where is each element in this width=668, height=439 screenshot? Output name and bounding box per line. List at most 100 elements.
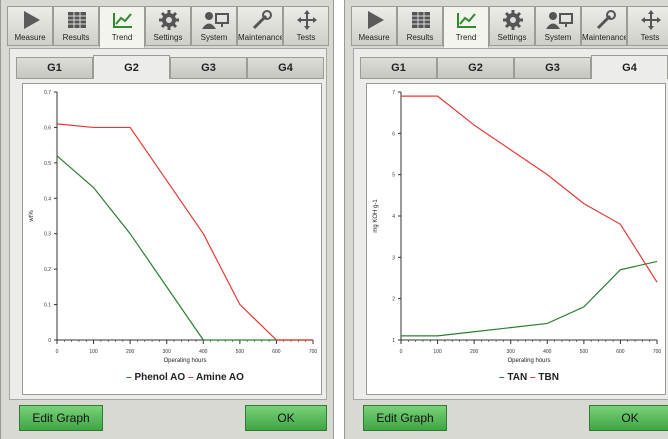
graph-tabs: G1 G2 G3 G4 [360,55,668,79]
gear-icon [503,10,523,30]
x-tick-label: 600 [272,349,281,355]
system-button[interactable]: System [535,6,581,46]
trend-label: Trend [455,33,477,42]
line-chart: 1 2 3 4 5 6 7 0 100 200 300 400 500 600 700 Operating h… [373,90,662,383]
series-line-phenol-ao [56,155,313,341]
x-tick-label: 500 [236,349,245,355]
y-tick-label: 6 [392,131,395,137]
x-tick-label: 700 [309,349,318,355]
legend-entry: Amine AO [196,372,244,383]
legend-marker: – [185,372,196,383]
results-button[interactable]: Results [397,6,443,46]
legend-marker: – [499,372,507,383]
ok-button[interactable]: OK [589,405,668,431]
measure-label: Measure [358,33,390,42]
edit-graph-button[interactable]: Edit Graph [363,405,447,431]
legend-entry: TAN [507,372,527,383]
wrench-icon [252,10,272,30]
x-tick-label: 100 [89,349,98,355]
y-tick-label: 0.6 [44,125,51,131]
system-button[interactable]: System [191,6,237,46]
y-axis-label: wt% [29,210,35,223]
y-tick-label: 0.2 [44,267,51,273]
tab-g3[interactable]: G3 [514,57,591,79]
person-computer-icon [202,12,229,29]
y-tick-label: 0 [48,338,51,344]
series-line-amine-ao [56,123,313,341]
y-tick-label: 0.4 [44,196,51,202]
y-tick-label: 0.7 [44,90,51,96]
maintenance-button[interactable]: Maintenance [237,6,283,46]
legend: – Phenol AO – Amine AO [126,372,244,383]
x-axis-label: Operating hours [507,358,550,364]
tab-g3[interactable]: G3 [170,57,247,79]
trend-button[interactable]: Trend [99,6,145,48]
legend-entry: Phenol AO [134,372,185,383]
ok-button[interactable]: OK [245,405,327,431]
measure-button[interactable]: Measure [351,6,397,46]
tests-button[interactable]: Tests [627,6,668,46]
tests-label: Tests [296,33,316,42]
y-tick-label: 5 [392,173,395,179]
x-tick-label: 200 [126,349,135,355]
maintenance-button[interactable]: Maintenance [581,6,627,46]
move-arrows-icon [297,10,317,30]
x-tick-label: 500 [580,349,589,355]
series-line-tan [401,260,658,337]
trend-chart-icon [457,13,476,28]
y-tick-label: 0.1 [44,303,51,309]
x-axis-label: Operating hours [163,358,206,364]
x-tick-label: 300 [163,349,172,355]
trend-button[interactable]: Trend [443,6,489,48]
settings-button[interactable]: Settings [145,6,191,46]
play-icon [24,11,40,29]
x-tick-label: 300 [507,349,516,355]
results-button[interactable]: Results [53,6,99,46]
tab-g4[interactable]: G4 [247,57,324,79]
results-label: Results [406,33,434,42]
table-icon [68,12,86,28]
gear-icon [159,10,179,30]
y-tick-label: 3 [392,255,395,261]
system-label: System [544,33,572,42]
series-line-tbn [401,95,658,283]
x-tick-label: 600 [616,349,625,355]
x-tick-label: 0 [56,349,59,355]
tests-button[interactable]: Tests [283,6,329,46]
legend-marker: – [126,372,134,383]
y-tick-label: 4 [392,214,395,220]
y-tick-label: 2 [392,297,395,303]
y-axis-label: mg KOH g-1 [373,199,379,233]
trend-chart-icon [113,13,132,28]
x-tick-label: 400 [199,349,208,355]
settings-label: Settings [497,33,527,42]
maintenance-label: Maintenance [238,33,282,42]
line-chart: 0 0.1 0.2 0.3 0.4 0.5 0.6 0.7 0 100 200 300 400 500 60… [29,90,318,383]
tab-g2[interactable]: G2 [93,55,170,79]
edit-graph-button[interactable]: Edit Graph [19,405,103,431]
x-tick-label: 700 [653,349,662,355]
tab-g2[interactable]: G2 [437,57,514,79]
trend-label: Trend [111,33,133,42]
legend-marker: – [527,372,538,383]
play-icon [368,11,384,29]
move-arrows-icon [641,10,661,30]
maintenance-label: Maintenance [582,33,626,42]
trend-graph: 0 0.1 0.2 0.3 0.4 0.5 0.6 0.7 0 100 200 300 400 500 60… [22,83,322,395]
trend-content: G1 G2 G3 G4 1 2 3 4 5 6 7 0 100 200 300 400 500 600 70… [353,48,668,400]
results-label: Results [62,33,90,42]
tab-g4[interactable]: G4 [591,55,668,79]
person-computer-icon [546,12,573,29]
measure-label: Measure [14,33,46,42]
y-tick-label: 7 [392,90,395,96]
legend-entry: TBN [538,372,559,383]
trend-content: G1 G2 G3 G4 0 0.1 0.2 0.3 0.4 0.5 0.6 0.7 0 100 20… [9,48,327,400]
measure-button[interactable]: Measure [7,6,53,46]
y-tick-label: 0.5 [44,161,51,167]
tab-g1[interactable]: G1 [16,57,93,79]
x-tick-label: 100 [433,349,442,355]
tab-g1[interactable]: G1 [360,57,437,79]
settings-button[interactable]: Settings [489,6,535,46]
wrench-icon [596,10,616,30]
settings-label: Settings [153,33,183,42]
